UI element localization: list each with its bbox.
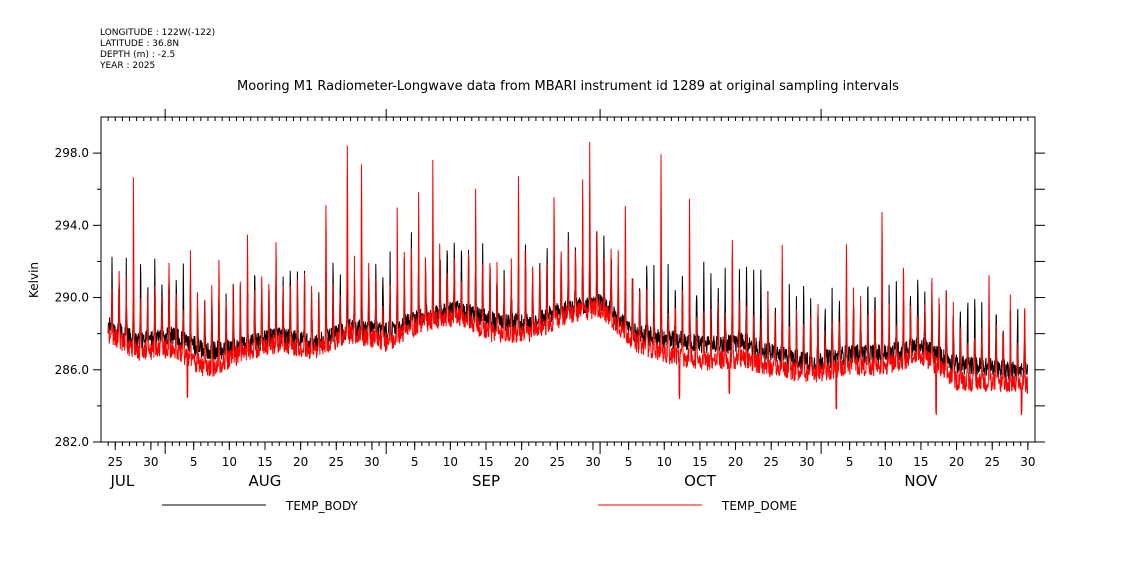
x-tick-label: 20 xyxy=(514,455,529,469)
x-month-label: NOV xyxy=(904,472,938,490)
x-tick-label: 25 xyxy=(108,455,123,469)
x-tick-label: 5 xyxy=(411,455,419,469)
x-tick-label: 30 xyxy=(364,455,379,469)
x-tick-label: 25 xyxy=(550,455,565,469)
x-tick-label: 25 xyxy=(764,455,779,469)
x-tick-label: 25 xyxy=(985,455,1000,469)
legend-label-temp-body: TEMP_BODY xyxy=(285,499,359,513)
legend: TEMP_BODY TEMP_DOME xyxy=(162,499,797,513)
y-tick-label: 290.0 xyxy=(55,291,89,305)
x-tick-label: 10 xyxy=(878,455,893,469)
x-month-label: JUL xyxy=(110,472,135,490)
y-tick-label: 282.0 xyxy=(55,435,89,449)
x-tick-label: 30 xyxy=(799,455,814,469)
x-tick-label: 20 xyxy=(293,455,308,469)
x-tick-label: 10 xyxy=(222,455,237,469)
metadata-block: LONGITUDE : 122W(-122) LATITUDE : 36.8N … xyxy=(99,28,215,71)
chart-title: Mooring M1 Radiometer-Longwave data from… xyxy=(237,79,899,94)
depth-text: DEPTH (m) : -2.5 xyxy=(100,50,175,60)
x-tick-label: 10 xyxy=(657,455,672,469)
x-tick-label: 10 xyxy=(443,455,458,469)
x-tick-label: 15 xyxy=(478,455,493,469)
y-tick-label: 286.0 xyxy=(55,363,89,377)
plot-frame xyxy=(100,116,1036,443)
x-tick-label: 30 xyxy=(1020,455,1035,469)
x-month-label: SEP xyxy=(472,472,500,490)
x-tick-label: 15 xyxy=(692,455,707,469)
x-tick-label: 30 xyxy=(585,455,600,469)
y-tick-label: 298.0 xyxy=(55,146,89,160)
axis-layer: 282.0 286.0 290.0 294.0 298.0 25 30 5 10 15 20 25 30… xyxy=(55,109,1045,490)
x-tick-label: 15 xyxy=(257,455,272,469)
x-tick-label: 5 xyxy=(625,455,633,469)
year-text: YEAR : 2025 xyxy=(99,61,155,71)
y-tick-label: 294.0 xyxy=(55,218,89,232)
x-tick-label: 25 xyxy=(329,455,344,469)
x-tick-label: 20 xyxy=(949,455,964,469)
y-axis-title: Kelvin xyxy=(27,262,41,298)
legend-label-temp-dome: TEMP_DOME xyxy=(721,499,797,513)
x-tick-label: 20 xyxy=(728,455,743,469)
x-tick-label: 15 xyxy=(913,455,928,469)
x-month-label: OCT xyxy=(684,472,716,490)
series-layer xyxy=(107,141,1029,416)
series-line-temp-dome xyxy=(107,141,1029,416)
longitude-text: LONGITUDE : 122W(-122) xyxy=(100,28,215,38)
x-month-label: AUG xyxy=(249,472,282,490)
x-tick-label: 30 xyxy=(143,455,158,469)
x-tick-label: 5 xyxy=(846,455,854,469)
x-tick-label: 5 xyxy=(190,455,198,469)
latitude-text: LATITUDE : 36.8N xyxy=(100,39,179,49)
